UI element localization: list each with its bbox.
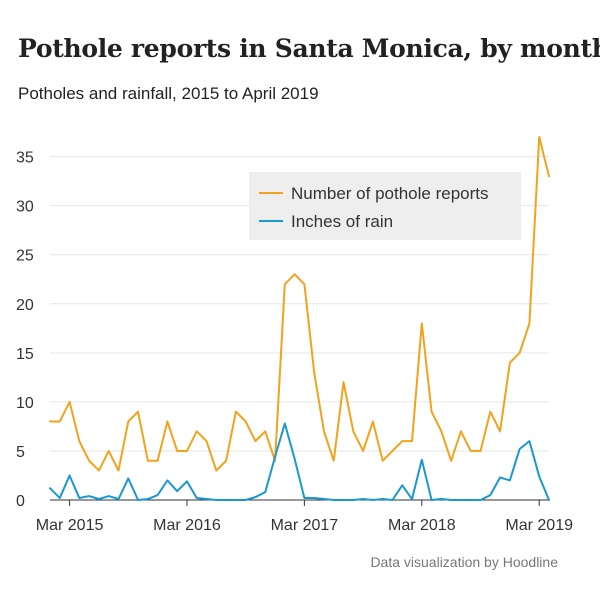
chart-subtitle: Potholes and rainfall, 2015 to April 201… <box>18 84 319 103</box>
y-axis-ticks: 0 5 10 15 20 25 30 35 <box>16 150 34 510</box>
y-tick-label: 15 <box>16 346 34 363</box>
series-lines <box>49 136 550 501</box>
rainfall-line <box>49 422 550 501</box>
chart-title: Pothole reports in Santa Monica, by mont… <box>18 34 600 63</box>
x-tick-label: Mar 2017 <box>271 517 339 534</box>
y-tick-label: 0 <box>16 493 25 510</box>
x-tick-label: Mar 2016 <box>153 517 221 534</box>
legend: Number of pothole reports Inches of rain <box>249 172 521 240</box>
x-tick-label: Mar 2015 <box>36 517 104 534</box>
y-tick-label: 5 <box>16 444 25 461</box>
y-tick-label: 10 <box>16 395 34 412</box>
y-tick-label: 30 <box>16 199 34 216</box>
x-tick-label: Mar 2019 <box>505 517 573 534</box>
legend-label-rain: Inches of rain <box>291 212 393 231</box>
pothole-reports-line <box>49 136 550 472</box>
y-tick-label: 25 <box>16 248 34 265</box>
y-tick-label: 35 <box>16 150 34 167</box>
legend-label-potholes: Number of pothole reports <box>291 184 489 203</box>
legend-box <box>249 172 521 240</box>
x-tick-label: Mar 2018 <box>388 517 456 534</box>
y-tick-label: 20 <box>16 297 34 314</box>
credit-text: Data visualization by Hoodline <box>370 554 558 570</box>
x-axis-ticks: Mar 2015 Mar 2016 Mar 2017 Mar 2018 Mar 2019 <box>36 500 573 534</box>
